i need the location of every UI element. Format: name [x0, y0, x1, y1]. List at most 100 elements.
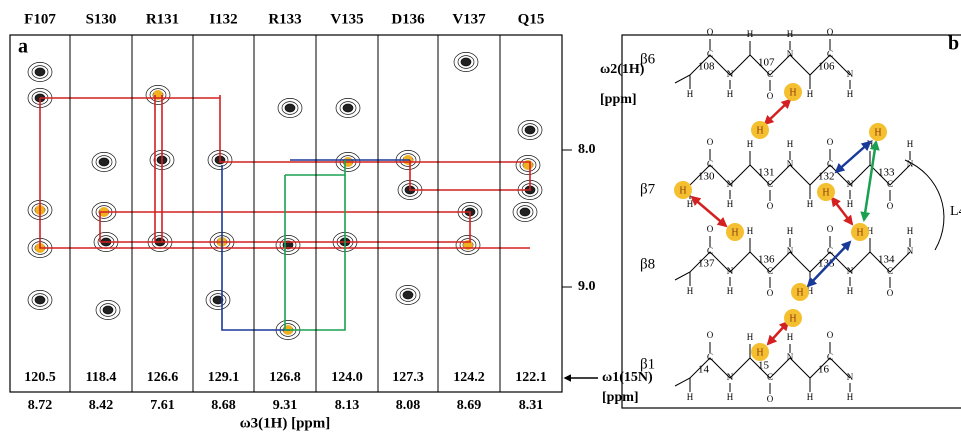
amide-proton-label: H [756, 347, 763, 358]
atom: C [767, 372, 773, 382]
amide-proton-label: H [756, 125, 763, 136]
strip-h-shift: 8.08 [396, 398, 421, 413]
atom: N [787, 159, 794, 169]
atom: H [687, 89, 694, 99]
atom: H [787, 29, 794, 39]
noe-arrow [692, 197, 726, 226]
panel-b: b L4 β6H108CONHH107CONHH106CONHβ7H130CON… [622, 27, 961, 408]
strand-label: β8 [640, 256, 655, 272]
atom: C [767, 179, 773, 189]
panel-a-frame [10, 35, 562, 392]
amide-proton-label: H [856, 227, 863, 238]
atom: H [687, 199, 694, 209]
atom: H [807, 392, 814, 402]
atom: C [827, 159, 833, 169]
strand-label: β6 [640, 51, 656, 67]
strip-n-shift: 124.2 [453, 370, 485, 385]
atom: H [747, 226, 754, 236]
y-tick-label: 9.0 [578, 279, 596, 294]
atom: O [707, 330, 714, 340]
peak-contour [520, 208, 530, 216]
atom: C [827, 246, 833, 256]
noe-arrow [765, 100, 790, 124]
residue-number: 137 [698, 258, 715, 270]
strip-h-shift: 8.69 [457, 398, 482, 413]
atom: H [727, 286, 734, 296]
residue-number: 15 [758, 360, 770, 372]
residue-number: 108 [698, 61, 715, 73]
strip-residue: R131 [146, 11, 179, 27]
loop [905, 160, 944, 250]
residue-number: 14 [698, 364, 710, 376]
panel-a: a F107120.58.72S130118.48.42R131126.67.6… [10, 11, 653, 431]
peak-contour [343, 104, 353, 112]
atom: N [727, 372, 734, 382]
loop-label: L4 [950, 204, 961, 219]
atom: O [707, 27, 714, 37]
atom: O [827, 137, 834, 147]
n-axis-unit: [ppm] [602, 390, 639, 405]
atom: H [687, 286, 694, 296]
atom: H [807, 89, 814, 99]
n-axis-label: ω1(15N) [602, 370, 653, 385]
atom: C [707, 49, 713, 59]
connectivity-lines [40, 95, 530, 330]
residue-number: 132 [818, 171, 835, 183]
atom: N [847, 372, 854, 382]
atom: O [827, 224, 834, 234]
atom: C [767, 69, 773, 79]
strip-h-shift: 8.68 [211, 398, 236, 413]
atom: H [787, 139, 794, 149]
atom: H [727, 392, 734, 402]
panel-label: b [948, 33, 959, 55]
strip-h-shift: 8.42 [89, 398, 114, 413]
amide-proton-label: H [874, 127, 881, 138]
amide-proton-label: H [789, 87, 796, 98]
strip-n-shift: 122.1 [515, 370, 547, 385]
atom: C [887, 266, 893, 276]
atom: H [747, 139, 754, 149]
strand-label: β7 [640, 181, 656, 197]
peak-contour [35, 68, 45, 76]
strip-residue: I132 [209, 11, 237, 27]
atom: H [847, 199, 854, 209]
residue-number: 130 [698, 171, 715, 183]
atom: O [767, 91, 774, 101]
amide-protons: HHHHHHHHHH [674, 83, 887, 361]
residue-number: 133 [878, 167, 895, 179]
x-axis-label: ω3(1H) [ppm] [240, 415, 331, 431]
strip-n-shift: 129.1 [208, 370, 240, 385]
amide-proton-label: H [796, 287, 803, 298]
y-axis-unit: [ppm] [600, 92, 637, 107]
peak-contour [525, 126, 535, 134]
atom: N [727, 69, 734, 79]
atom: H [847, 89, 854, 99]
strip-residue: V135 [330, 11, 363, 27]
atom: O [707, 224, 714, 234]
atom: N [727, 266, 734, 276]
atom: C [887, 179, 893, 189]
residue-number: 131 [758, 167, 775, 179]
atom: N [787, 352, 794, 362]
atom: N [907, 159, 914, 169]
atom: O [827, 330, 834, 340]
atom: H [787, 332, 794, 342]
strip-n-shift: 120.5 [24, 370, 56, 385]
atom: H [807, 199, 814, 209]
atom: H [847, 392, 854, 402]
panel-label: a [18, 36, 28, 58]
figure: a F107120.58.72S130118.48.42R131126.67.6… [0, 0, 961, 435]
peak-contour [285, 104, 295, 112]
y-tick-label: 8.0 [578, 142, 596, 157]
strip-h-shift: 8.13 [335, 398, 360, 413]
noe-arrow [768, 322, 788, 344]
atom: H [907, 139, 914, 149]
atom: C [707, 159, 713, 169]
peak-contour [99, 158, 109, 166]
strands: β6H108CONHH107CONHH106CONHβ7H130CONHH131… [640, 27, 914, 404]
strip-n-shift: 124.0 [331, 370, 363, 385]
residue-number: 134 [878, 254, 895, 266]
atom: C [767, 266, 773, 276]
peak-contour [403, 291, 413, 299]
atom: H [907, 226, 914, 236]
